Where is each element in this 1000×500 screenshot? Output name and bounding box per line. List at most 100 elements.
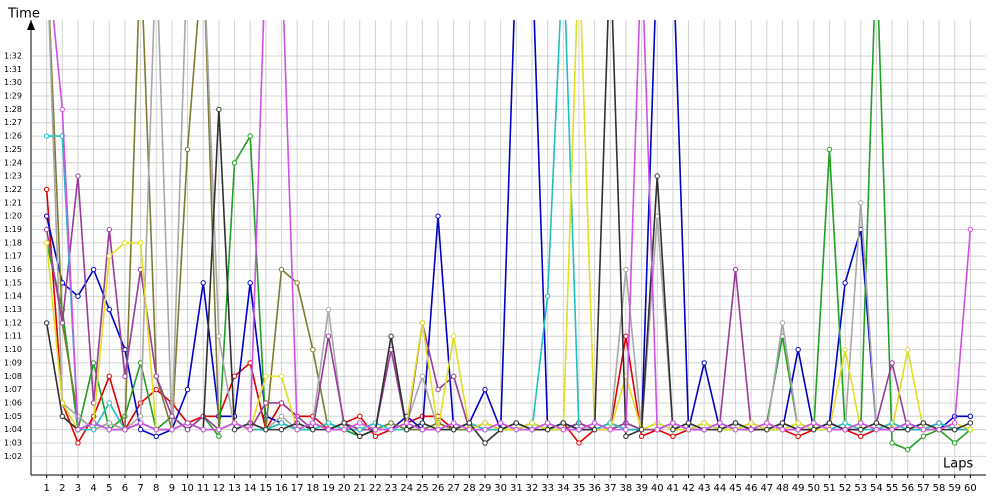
point	[278, 420, 285, 426]
point	[842, 426, 848, 433]
x-tick-label: 21	[353, 483, 366, 494]
point	[732, 426, 739, 433]
y-tick-label: 1:18	[4, 238, 22, 247]
y-tick-label: 1:24	[4, 158, 22, 167]
x-tick-label: 42	[682, 483, 695, 494]
x-tick-label: 45	[729, 483, 742, 494]
x-tick-label: 8	[153, 483, 159, 494]
point	[372, 426, 379, 433]
y-tick-label: 1:09	[4, 358, 22, 367]
point	[842, 280, 848, 286]
x-tick-label: 7	[137, 483, 143, 494]
x-tick-label: 19	[322, 483, 335, 494]
point	[247, 426, 253, 433]
point	[967, 413, 974, 419]
x-tick-label: 36	[588, 483, 601, 494]
y-tick-label: 1:12	[4, 318, 22, 327]
point	[748, 420, 754, 426]
point	[294, 280, 300, 286]
x-tick-label: 14	[244, 483, 257, 494]
x-tick-label: 2	[59, 483, 65, 494]
y-tick-label: 1:02	[4, 452, 22, 461]
point	[795, 426, 801, 433]
x-tick-label: 31	[510, 483, 523, 494]
x-tick-label: 32	[526, 483, 539, 494]
point	[607, 426, 613, 433]
x-tick-label: 26	[432, 483, 445, 494]
point	[59, 413, 66, 419]
point	[43, 226, 50, 233]
point	[231, 373, 238, 379]
point	[325, 420, 332, 426]
point	[576, 426, 582, 433]
point	[184, 146, 191, 153]
point	[842, 420, 848, 426]
point	[122, 240, 128, 246]
x-tick-label: 35	[573, 483, 586, 494]
y-tick-label: 1:27	[4, 118, 22, 127]
point	[451, 333, 457, 339]
point	[357, 413, 363, 419]
point	[889, 360, 895, 366]
series-line	[45, 20, 971, 438]
point	[310, 346, 316, 353]
point	[388, 420, 394, 426]
x-tick-label: 30	[494, 483, 507, 494]
series-line	[45, 20, 971, 451]
point	[200, 426, 206, 433]
point	[670, 426, 676, 433]
x-tick-label: 33	[541, 483, 554, 494]
point	[764, 420, 770, 426]
point	[764, 426, 770, 433]
point	[795, 420, 801, 426]
point	[858, 426, 864, 433]
x-tick-label: 51	[823, 483, 836, 494]
point	[936, 420, 942, 426]
point	[216, 433, 222, 440]
point	[732, 420, 739, 426]
x-tick-label: 54	[870, 483, 883, 494]
point	[231, 420, 238, 426]
point	[278, 400, 285, 406]
series-line	[45, 20, 971, 431]
point	[623, 333, 629, 339]
point	[278, 266, 285, 273]
point	[435, 213, 441, 219]
point	[278, 413, 285, 419]
y-axis-label: Time	[7, 7, 40, 22]
point	[106, 306, 112, 313]
point	[482, 440, 488, 446]
point	[419, 420, 426, 426]
point	[169, 426, 175, 433]
point	[404, 420, 410, 426]
point	[576, 440, 582, 446]
point	[435, 386, 441, 393]
x-tick-label: 11	[197, 483, 210, 494]
point	[482, 386, 488, 393]
point	[43, 186, 50, 193]
point	[153, 373, 159, 379]
point	[90, 426, 97, 433]
point	[200, 280, 206, 286]
point	[967, 226, 974, 233]
x-tick-label: 43	[698, 483, 711, 494]
series-line	[48, 20, 971, 431]
x-tick-label: 48	[776, 483, 789, 494]
y-tick-label: 1:11	[4, 332, 22, 341]
point	[638, 426, 645, 433]
point	[638, 433, 645, 440]
x-tick-label: 12	[213, 483, 226, 494]
point	[106, 420, 112, 426]
point	[388, 426, 394, 433]
x-tick-label: 55	[886, 483, 899, 494]
x-tick-label: 37	[604, 483, 617, 494]
series-line	[52, 20, 972, 431]
x-tick-label: 56	[901, 483, 914, 494]
point	[544, 426, 551, 433]
point	[497, 420, 504, 426]
point	[216, 106, 222, 113]
point	[357, 426, 363, 433]
x-tick-label: 60	[964, 483, 977, 494]
x-tick-label: 53	[854, 483, 867, 494]
x-tick-label: 1	[43, 483, 49, 494]
